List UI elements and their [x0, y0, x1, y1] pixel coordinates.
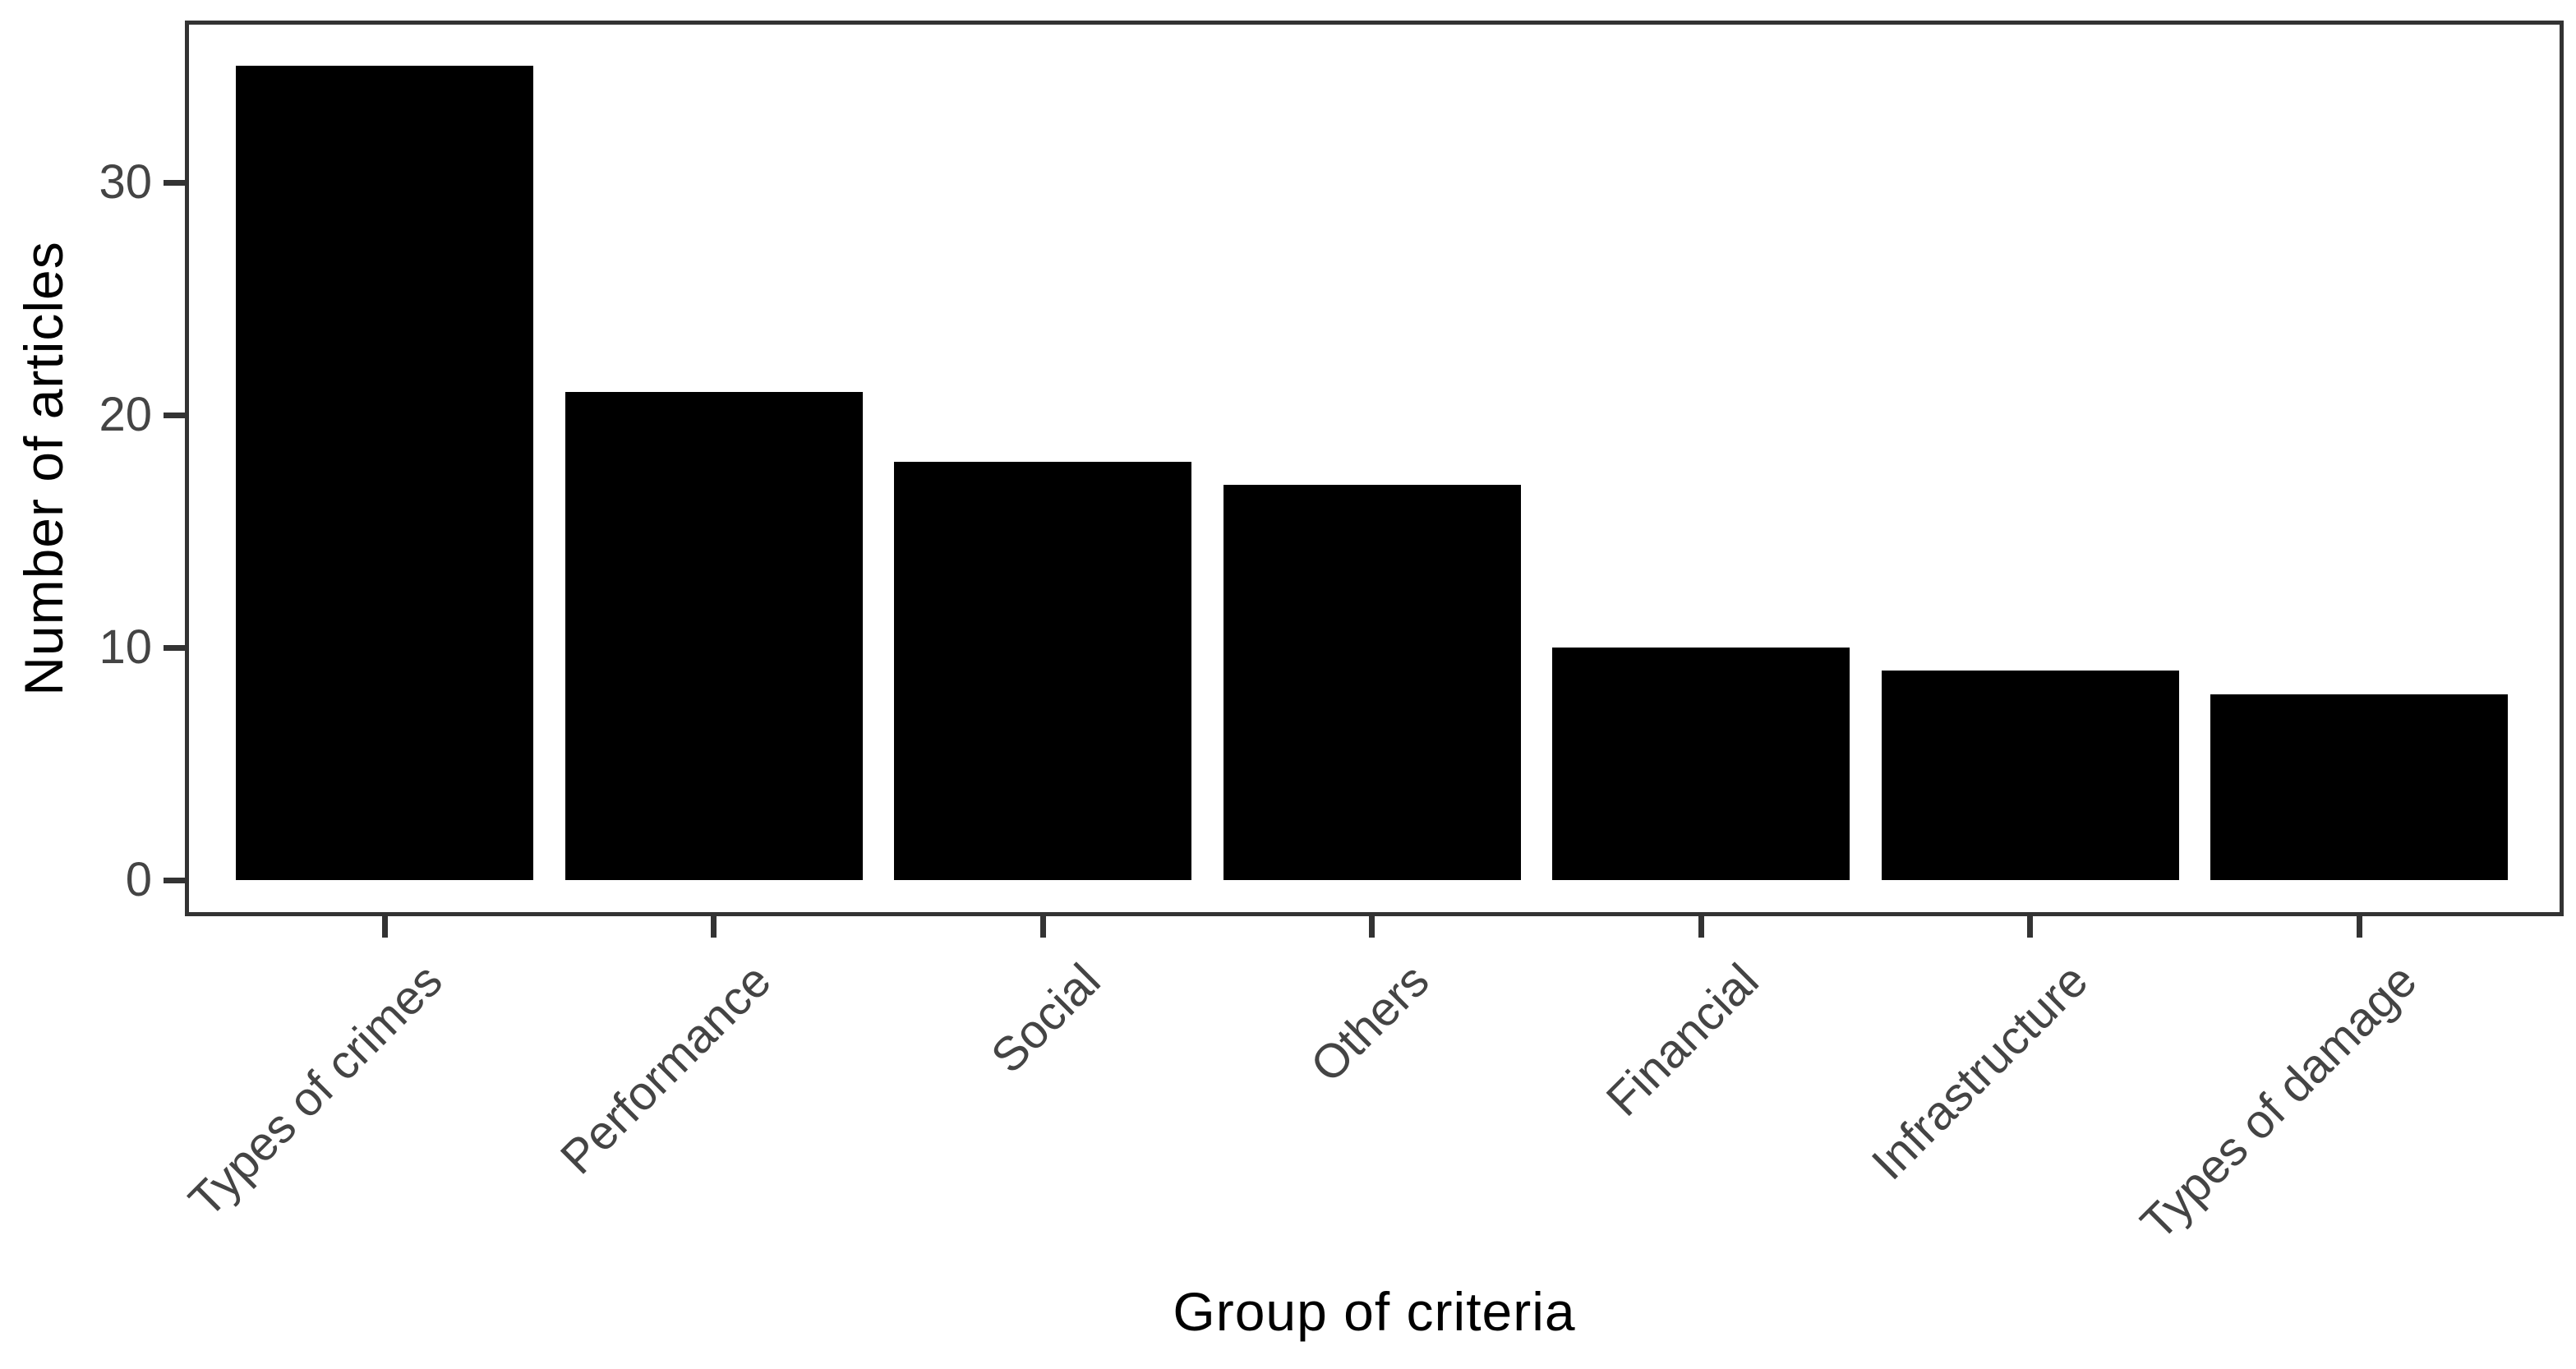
bar-others — [1223, 485, 1521, 880]
bar-types-of-crimes — [236, 66, 533, 880]
x-category-label-types-of-damage: Types of damage — [2130, 953, 2427, 1251]
y-tick-label: 0 — [125, 853, 152, 906]
x-tick-mark — [2357, 916, 2362, 938]
bar-financial — [1552, 648, 1850, 880]
y-axis-title: Number of articles — [13, 241, 75, 696]
bar-social — [894, 462, 1191, 880]
y-tick-mark — [164, 878, 185, 883]
y-tick-label: 10 — [99, 620, 152, 674]
x-category-label-others: Others — [1301, 953, 1440, 1093]
y-tick-label: 20 — [99, 388, 152, 441]
x-category-label-types-of-crimes: Types of crimes — [178, 953, 453, 1228]
y-tick-mark — [164, 645, 185, 651]
x-tick-mark — [711, 916, 717, 938]
bar-infrastructure — [1882, 671, 2179, 880]
x-tick-mark — [2027, 916, 2033, 938]
x-category-label-social: Social — [980, 953, 1111, 1084]
y-axis-title-wrap: Number of articles — [7, 21, 81, 916]
x-tick-mark — [1040, 916, 1046, 938]
y-tick-mark — [164, 413, 185, 418]
bar-types-of-damage — [2210, 694, 2508, 880]
x-tick-mark — [1369, 916, 1375, 938]
x-tick-mark — [1698, 916, 1704, 938]
y-tick-label: 30 — [99, 155, 152, 209]
x-category-label-financial: Financial — [1596, 953, 1769, 1127]
x-tick-mark — [382, 916, 388, 938]
y-tick-mark — [164, 180, 185, 186]
x-axis-title: Group of criteria — [1173, 1281, 1576, 1342]
x-category-label-infrastructure: Infrastructure — [1861, 953, 2099, 1191]
x-category-label-performance: Performance — [551, 953, 782, 1185]
bar-performance — [565, 392, 863, 880]
